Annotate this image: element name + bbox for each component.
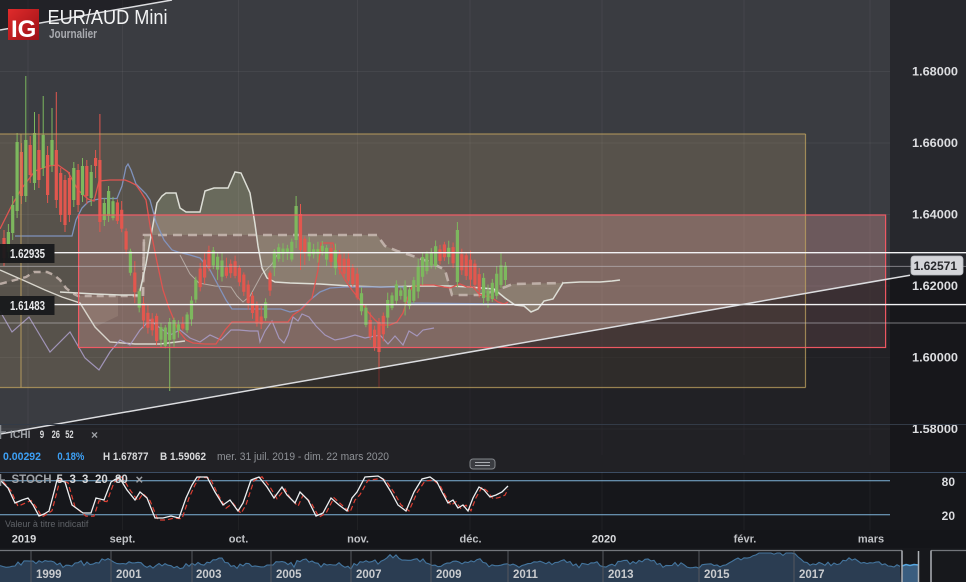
svg-text:févr.: févr. (734, 534, 757, 546)
svg-text:80: 80 (115, 474, 128, 486)
svg-text:2003: 2003 (196, 569, 222, 581)
svg-text:B 1.59062: B 1.59062 (160, 451, 206, 463)
svg-text:Journalier: Journalier (49, 27, 97, 41)
svg-text:3: 3 (82, 474, 88, 486)
svg-text:1.62571: 1.62571 (914, 259, 958, 273)
svg-text:EUR/AUD Mini: EUR/AUD Mini (48, 7, 168, 29)
svg-text:2020: 2020 (592, 534, 616, 546)
svg-text:20: 20 (942, 509, 956, 523)
svg-text:2019: 2019 (12, 534, 36, 546)
svg-text:oct.: oct. (229, 534, 249, 546)
svg-text:ICHI: ICHI (10, 429, 31, 441)
svg-text:mer. 31 juil. 2019 - dim. 22 m: mer. 31 juil. 2019 - dim. 22 mars 2020 (217, 451, 389, 463)
svg-text:52: 52 (65, 429, 73, 441)
svg-text:Valeur à titre indicatif: Valeur à titre indicatif (5, 519, 89, 529)
svg-text:1.61483: 1.61483 (10, 299, 45, 313)
svg-text:1.68000: 1.68000 (912, 65, 958, 79)
svg-text:2007: 2007 (356, 569, 382, 581)
svg-text:IG: IG (11, 16, 36, 43)
svg-text:déc.: déc. (459, 534, 481, 546)
svg-text:9: 9 (40, 429, 44, 441)
svg-text:nov.: nov. (347, 534, 369, 546)
svg-text:1.58000: 1.58000 (912, 422, 958, 436)
svg-text:1.64000: 1.64000 (912, 208, 958, 222)
svg-text:80: 80 (942, 475, 956, 489)
svg-text:1.60000: 1.60000 (912, 351, 958, 365)
svg-text:2013: 2013 (608, 569, 634, 581)
svg-text:sept.: sept. (110, 534, 136, 546)
svg-text:26: 26 (52, 429, 60, 441)
svg-text:×: × (136, 472, 144, 487)
svg-text:1.66000: 1.66000 (912, 136, 958, 150)
svg-text:×: × (91, 428, 98, 442)
svg-text:1.62935: 1.62935 (10, 247, 45, 261)
svg-text:1999: 1999 (36, 569, 62, 581)
svg-text:1.62000: 1.62000 (912, 279, 958, 293)
svg-text:3: 3 (70, 474, 76, 486)
svg-text:0.18%: 0.18% (57, 451, 84, 463)
svg-text:20: 20 (95, 474, 108, 486)
svg-text:2001: 2001 (116, 569, 142, 581)
svg-text:STOCH: STOCH (12, 474, 52, 486)
svg-text:2015: 2015 (704, 569, 730, 581)
svg-text:mars: mars (858, 534, 884, 546)
svg-text:5: 5 (57, 474, 64, 486)
svg-text:0.00292: 0.00292 (3, 451, 41, 463)
svg-text:2005: 2005 (276, 569, 302, 581)
svg-text:H 1.67877: H 1.67877 (103, 451, 149, 463)
svg-text:2011: 2011 (513, 569, 539, 581)
svg-text:2017: 2017 (799, 569, 825, 581)
svg-text:2009: 2009 (436, 569, 462, 581)
